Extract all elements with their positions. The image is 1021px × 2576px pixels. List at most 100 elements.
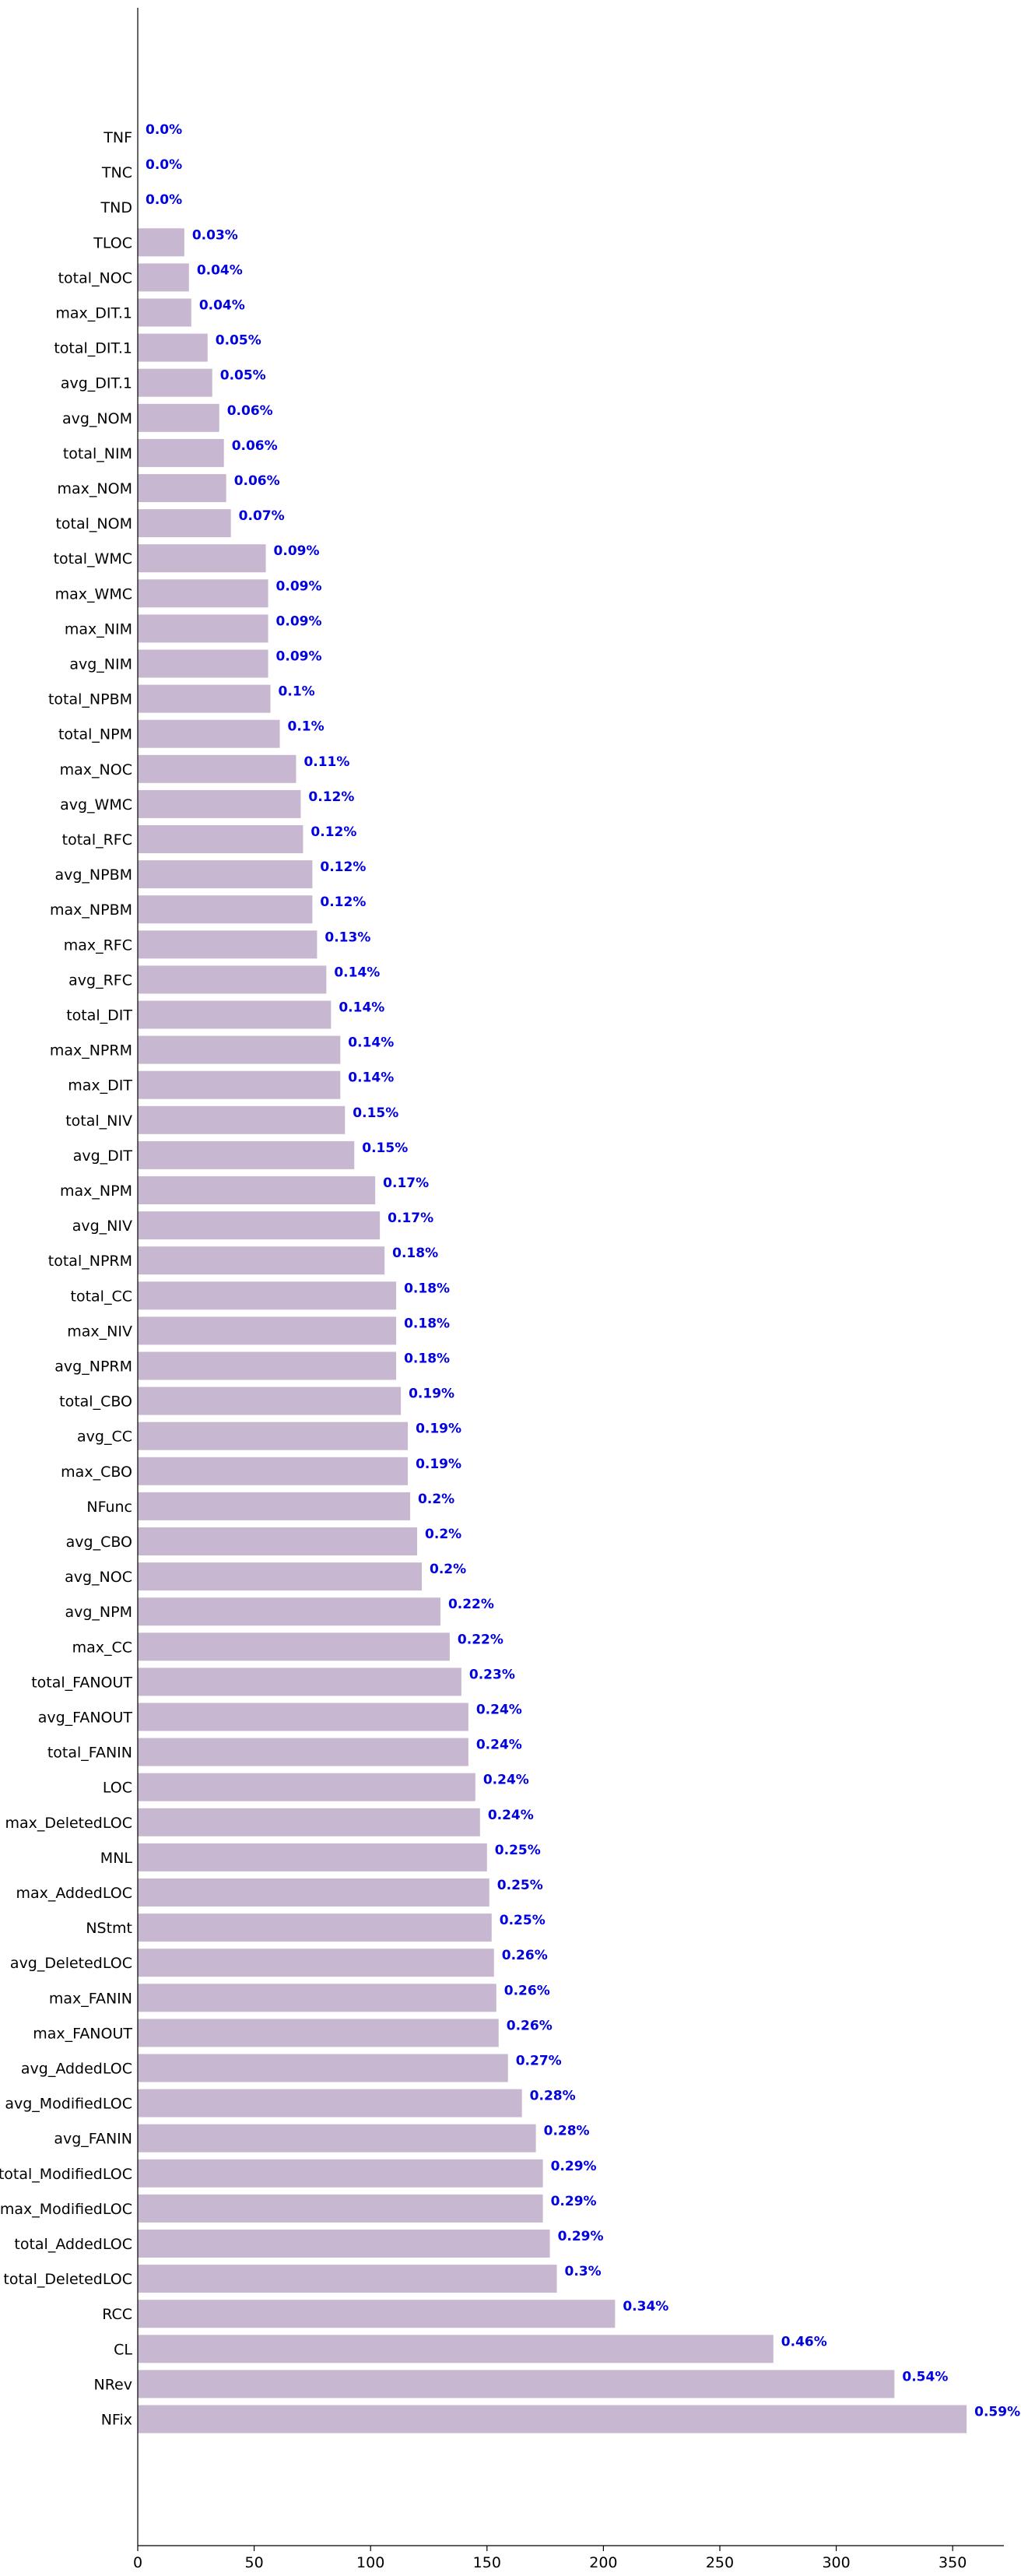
axes-layer: 0 50 100 150 200 250 300 350 <box>133 8 1004 2571</box>
bar <box>138 754 296 783</box>
data-label: 0.0% <box>146 192 182 208</box>
category-label: max_NPM <box>60 1183 132 1200</box>
category-label: total_FANIN <box>47 1745 132 1762</box>
bar <box>138 1176 376 1204</box>
data-label: 0.06% <box>227 403 273 419</box>
bar <box>138 1035 341 1064</box>
bar <box>138 1949 494 1977</box>
data-label: 0.25% <box>497 1878 543 1893</box>
bar <box>138 649 268 678</box>
bar <box>138 1703 468 1731</box>
data-label: 0.09% <box>276 613 322 629</box>
data-label: 0.15% <box>362 1140 408 1156</box>
bar <box>138 2370 895 2399</box>
category-label: avg_CBO <box>66 1534 132 1551</box>
data-label: 0.25% <box>500 1913 546 1928</box>
data-label: 0.28% <box>530 2089 576 2104</box>
bar <box>138 895 313 924</box>
category-label: max_NOC <box>60 761 132 778</box>
bar <box>138 1000 332 1029</box>
data-label: 0.05% <box>216 333 261 349</box>
category-label: total_CC <box>71 1288 132 1305</box>
bar <box>138 474 226 502</box>
data-label: 0.06% <box>232 438 278 454</box>
bar <box>138 298 191 327</box>
category-label: total_NPRM <box>48 1253 132 1270</box>
category-label: avg_FANOUT <box>38 1710 133 1727</box>
bar <box>138 825 303 853</box>
data-label: 0.1% <box>288 719 325 735</box>
category-label: total_NIV <box>65 1112 132 1130</box>
bar <box>138 1738 468 1766</box>
category-label: total_NOC <box>58 269 132 286</box>
category-label: avg_DIT.1 <box>61 375 132 392</box>
bar <box>138 2335 774 2363</box>
bar <box>138 438 224 467</box>
data-label: 0.34% <box>623 2299 668 2314</box>
data-label: 0.25% <box>495 1843 541 1858</box>
data-label: 0.06% <box>234 473 280 489</box>
bar <box>138 2265 557 2293</box>
bar <box>138 2054 508 2082</box>
bar <box>138 2194 543 2223</box>
data-label: 0.2% <box>425 1527 461 1542</box>
bar <box>138 1914 492 1942</box>
bar <box>138 263 189 292</box>
bar <box>138 930 318 959</box>
data-label: 0.09% <box>274 543 320 559</box>
data-label: 0.27% <box>516 2054 562 2069</box>
bar <box>138 965 327 994</box>
labels-layer: TNF 0.0% TNC 0.0% TND 0.0% TLOC 0.03% total_NOC 0… <box>0 122 1020 2429</box>
bar <box>138 2405 967 2434</box>
data-label: 0.29% <box>551 2159 597 2174</box>
bar <box>138 1492 411 1520</box>
x-tick-label: 200 <box>589 2554 617 2571</box>
category-label: total_NPM <box>58 726 132 743</box>
data-label: 0.18% <box>404 1351 450 1367</box>
bar <box>138 1070 341 1099</box>
category-label: avg_NIV <box>72 1218 132 1235</box>
bar <box>138 509 231 538</box>
category-label: avg_ModifiedLOC <box>5 2096 132 2113</box>
bar <box>138 1457 409 1485</box>
category-label: avg_DeletedLOC <box>10 1955 132 1972</box>
bar <box>138 1632 450 1661</box>
category-label: max_RFC <box>64 937 132 954</box>
category-label: max_NIV <box>67 1323 132 1340</box>
x-tick-label: 50 <box>245 2554 264 2571</box>
x-tick-label: 0 <box>133 2554 142 2571</box>
bar <box>138 1668 461 1696</box>
data-label: 0.23% <box>469 1667 515 1682</box>
category-label: max_CBO <box>61 1464 132 1481</box>
category-label: total_FANOUT <box>31 1674 132 1691</box>
category-label: max_NPBM <box>50 901 132 919</box>
category-label: max_DeletedLOC <box>5 1815 132 1832</box>
category-label: avg_WMC <box>60 796 132 814</box>
data-label: 0.05% <box>220 368 266 384</box>
data-label: 0.0% <box>146 122 182 138</box>
data-label: 0.04% <box>197 262 243 278</box>
data-label: 0.29% <box>551 2194 597 2209</box>
category-label: avg_RFC <box>68 972 132 989</box>
data-label: 0.1% <box>279 684 315 700</box>
data-label: 0.24% <box>476 1703 522 1718</box>
bar <box>138 1843 487 1871</box>
category-label: avg_AddedLOC <box>21 2061 132 2078</box>
category-label: TNF <box>103 129 132 146</box>
category-label: max_AddedLOC <box>16 1885 132 1902</box>
bar <box>138 1878 489 1907</box>
bar <box>138 1562 423 1591</box>
data-label: 0.03% <box>192 227 238 243</box>
x-tick-label: 300 <box>822 2554 850 2571</box>
data-label: 0.26% <box>504 1983 550 1998</box>
category-label: total_NIM <box>63 445 132 462</box>
bar <box>138 228 184 257</box>
category-label: avg_NPRM <box>54 1358 132 1376</box>
data-label: 0.12% <box>311 824 356 840</box>
bar <box>138 2019 499 2047</box>
category-label: total_CBO <box>59 1393 132 1411</box>
bar <box>138 544 266 573</box>
bar <box>138 403 219 432</box>
data-label: 0.09% <box>276 649 322 665</box>
data-label: 0.19% <box>416 1422 461 1437</box>
